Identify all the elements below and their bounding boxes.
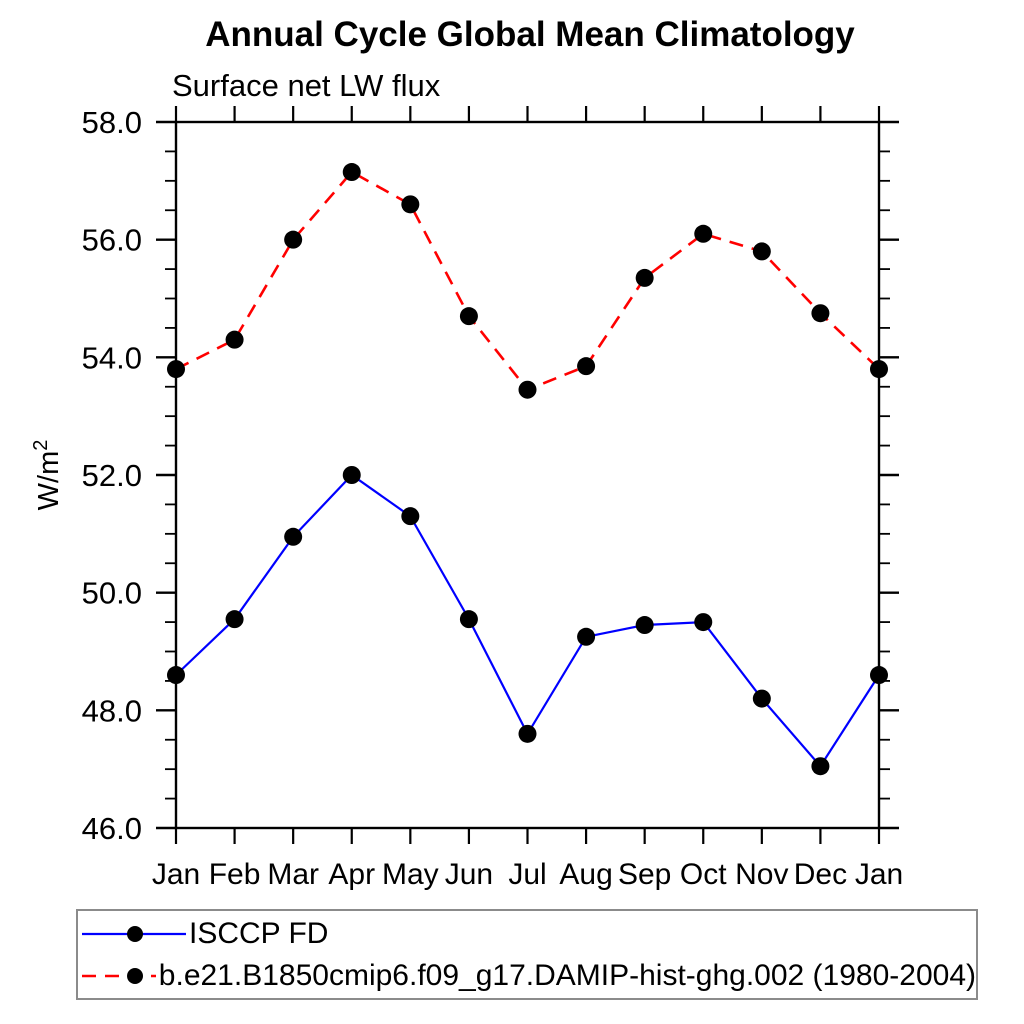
data-point-marker (167, 666, 185, 685)
y-tick-label: 58.0 (82, 105, 142, 140)
x-tick-label: Nov (735, 858, 788, 891)
y-tick-label: 52.0 (82, 458, 142, 493)
legend-item-model: b.e21.B1850cmip6.f09_g17.DAMIP-hist-ghg.… (78, 955, 976, 997)
x-tick-label: Sep (618, 858, 671, 891)
data-point-marker (342, 163, 361, 182)
chart-title: Annual Cycle Global Mean Climatology (205, 15, 855, 54)
y-tick-label: 48.0 (82, 693, 142, 728)
data-point-marker (401, 195, 420, 214)
x-tick-label: Jan (152, 858, 200, 891)
y-tick-label: 56.0 (82, 223, 142, 258)
legend-box: ISCCP FD b.e21.B1850cmip6.f09_g17.DAMIP-… (76, 909, 978, 1000)
x-tick-label: May (382, 858, 439, 891)
data-point-marker (694, 613, 713, 632)
data-point-marker (752, 689, 771, 708)
data-point-marker (870, 666, 888, 685)
legend-marker-icon (127, 926, 143, 942)
x-tick-label: Dec (794, 858, 847, 891)
data-point-marker (811, 757, 830, 776)
data-point-marker (284, 527, 303, 546)
x-tick-label: Jan (855, 858, 903, 891)
data-point-marker (694, 224, 713, 243)
data-point-marker (342, 466, 361, 484)
x-tick-label: Apr (328, 858, 375, 891)
data-point-marker (401, 507, 420, 526)
data-point-marker (577, 627, 596, 646)
data-point-marker (459, 610, 478, 629)
data-point-marker (284, 230, 303, 249)
y-tick-label: 46.0 (82, 811, 142, 846)
data-point-marker (518, 380, 537, 399)
x-tick-label: Jul (508, 858, 546, 891)
data-point-marker (167, 360, 185, 379)
y-tick-label: 54.0 (82, 340, 142, 375)
x-tick-label: Jun (445, 858, 493, 891)
plot-frame (174, 120, 881, 830)
y-axis-unit-label: W/m2 (30, 440, 65, 511)
x-tick-label: Aug (559, 858, 612, 891)
series-line-1 (175, 170, 880, 392)
data-point-marker (577, 357, 596, 376)
data-point-marker (635, 268, 654, 287)
chart-subtitle: Surface net LW flux (172, 68, 441, 103)
legend-marker-icon (127, 968, 143, 984)
data-point-marker (225, 610, 244, 629)
data-point-marker (752, 242, 771, 261)
data-point-marker (870, 360, 888, 379)
x-tick-label: Feb (209, 858, 261, 891)
data-point-marker (811, 304, 830, 323)
legend-item-isccp: ISCCP FD (78, 913, 976, 955)
y-tick-label: 50.0 (82, 576, 142, 611)
data-point-marker (225, 330, 244, 349)
data-point-marker (459, 307, 478, 326)
legend-label: ISCCP FD (189, 917, 329, 950)
data-point-marker (635, 616, 654, 635)
legend-line-sample-dashed (82, 968, 156, 984)
legend-line-sample-solid (82, 926, 186, 942)
x-tick-label: Oct (680, 858, 727, 891)
data-point-marker (518, 724, 537, 743)
x-tick-label: Mar (267, 858, 319, 891)
series-line-0 (175, 473, 880, 769)
legend-label: b.e21.B1850cmip6.f09_g17.DAMIP-hist-ghg.… (158, 959, 976, 992)
